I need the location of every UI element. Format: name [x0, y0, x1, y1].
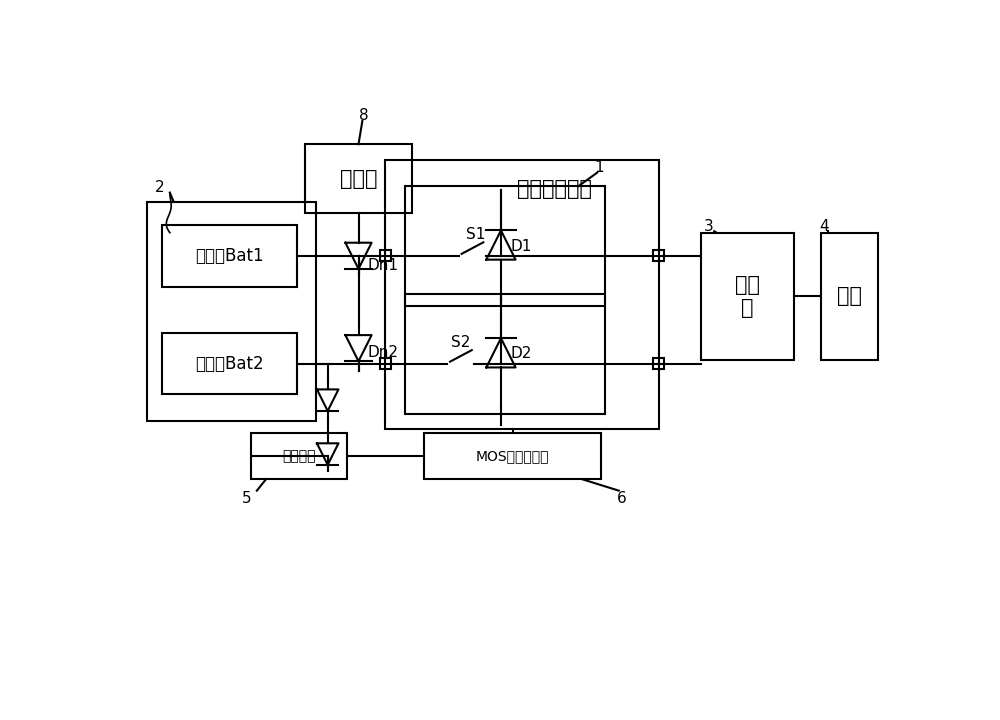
- Bar: [147, 202, 316, 421]
- Bar: [701, 233, 794, 360]
- Text: 2: 2: [155, 180, 165, 195]
- Text: 电池一Bat1: 电池一Bat1: [195, 247, 264, 265]
- Bar: [820, 233, 878, 360]
- Text: S1: S1: [466, 227, 486, 242]
- Bar: [380, 359, 391, 369]
- Text: Dn1: Dn1: [368, 258, 399, 274]
- Text: 负载: 负载: [837, 287, 862, 306]
- Text: MOS管驱动电路: MOS管驱动电路: [476, 449, 549, 463]
- Text: 4: 4: [820, 219, 829, 234]
- Text: D2: D2: [510, 346, 532, 361]
- Text: 控制
器: 控制 器: [735, 274, 760, 318]
- Bar: [162, 225, 297, 287]
- Bar: [162, 333, 297, 395]
- Text: 6: 6: [617, 491, 627, 506]
- Bar: [251, 433, 347, 479]
- Text: 5: 5: [242, 491, 252, 506]
- Text: 3: 3: [704, 219, 714, 234]
- Bar: [405, 294, 605, 414]
- Bar: [380, 251, 391, 261]
- Text: 降压电路: 降压电路: [282, 449, 316, 463]
- Text: 1: 1: [594, 160, 604, 175]
- Bar: [653, 359, 664, 369]
- Bar: [653, 251, 664, 261]
- Bar: [405, 186, 605, 306]
- Text: 开关控制模块: 开关控制模块: [517, 179, 592, 199]
- Text: 电池二Bat2: 电池二Bat2: [195, 354, 264, 373]
- Text: S2: S2: [451, 335, 470, 349]
- Text: D1: D1: [510, 238, 532, 253]
- Text: Dn2: Dn2: [368, 345, 399, 359]
- Text: 8: 8: [359, 108, 369, 123]
- Text: 充电器: 充电器: [340, 168, 377, 189]
- Bar: [424, 433, 601, 479]
- Bar: [305, 144, 412, 213]
- Bar: [385, 160, 659, 429]
